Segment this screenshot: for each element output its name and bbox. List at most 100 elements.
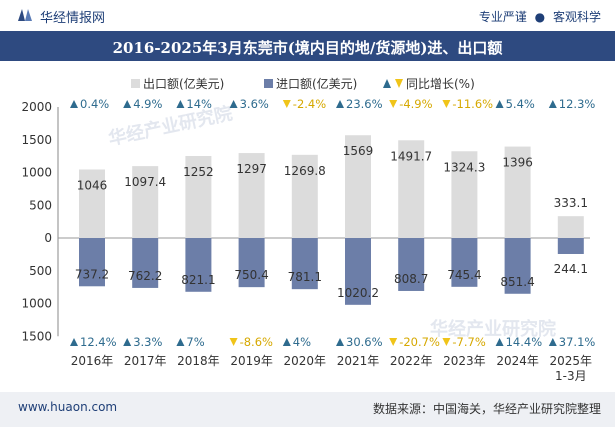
legend-import-swatch bbox=[264, 79, 273, 88]
footer-source: 数据来源：中国海关，华经产业研究院整理 bbox=[372, 402, 601, 416]
import-value-label: 737.2 bbox=[75, 267, 109, 281]
x-tick-label: 2023年 bbox=[443, 354, 486, 368]
export-bar bbox=[132, 166, 159, 238]
export-growth-down-triangle bbox=[442, 100, 451, 108]
export-value-label: 1046 bbox=[77, 178, 108, 192]
export-growth-up-triangle bbox=[548, 100, 557, 108]
tagline-2: 客观科学 bbox=[552, 10, 601, 24]
footer-bar bbox=[0, 392, 615, 427]
export-growth-label: 23.6% bbox=[346, 97, 383, 111]
export-growth-label: -11.6% bbox=[452, 97, 493, 111]
export-growth-up-triangle bbox=[176, 100, 185, 108]
import-growth-up-triangle bbox=[176, 338, 185, 346]
import-bar bbox=[451, 238, 478, 287]
export-growth-label: 0.4% bbox=[80, 97, 109, 111]
import-growth-up-triangle bbox=[70, 338, 78, 346]
export-growth-up-triangle bbox=[229, 100, 238, 108]
x-tick-label: 2024年 bbox=[496, 354, 539, 368]
export-growth-up-triangle bbox=[123, 100, 132, 108]
export-growth-label: 14% bbox=[186, 97, 212, 111]
import-bar bbox=[132, 238, 159, 288]
legend-export-label: 出口额(亿美元) bbox=[143, 76, 224, 91]
export-bar bbox=[345, 135, 371, 238]
x-tick-label: 2022年 bbox=[390, 354, 433, 368]
chart-title: 2016-2025年3月东莞市(境内目的地/货源地)进、出口额 bbox=[112, 39, 503, 57]
import-growth-down-triangle bbox=[229, 338, 238, 346]
title-bar bbox=[0, 31, 615, 61]
import-value-label: 244.1 bbox=[554, 262, 588, 276]
export-bar bbox=[291, 154, 318, 238]
export-value-label: 1269.8 bbox=[284, 164, 326, 178]
x-tick-label: 2016年 bbox=[71, 354, 114, 368]
y-tick-label: 1000 bbox=[21, 166, 52, 180]
export-growth-down-triangle bbox=[282, 100, 291, 108]
export-bar bbox=[504, 146, 531, 238]
import-growth-down-triangle bbox=[442, 338, 451, 346]
legend-growth-label: 同比增长(%) bbox=[406, 77, 475, 91]
export-value-label: 333.1 bbox=[554, 196, 588, 210]
tagline-separator: ● bbox=[534, 10, 546, 24]
x-tick-label: 2018年 bbox=[177, 354, 220, 368]
export-bar bbox=[557, 216, 584, 238]
export-value-label: 1491.7 bbox=[390, 149, 432, 163]
export-growth-label: 5.4% bbox=[506, 97, 535, 111]
import-growth-up-triangle bbox=[282, 338, 291, 346]
export-bar bbox=[185, 155, 212, 238]
x-tick-label: 2017年 bbox=[124, 354, 167, 368]
export-growth-label: -2.4% bbox=[293, 97, 326, 111]
export-growth-down-triangle bbox=[389, 100, 398, 108]
import-growth-label: 14.4% bbox=[506, 335, 543, 349]
legend-import-label: 进口额(亿美元) bbox=[276, 76, 357, 91]
import-value-label: 745.4 bbox=[447, 268, 481, 282]
legend-export-swatch bbox=[131, 79, 140, 88]
import-bar bbox=[185, 238, 212, 292]
import-value-label: 762.2 bbox=[128, 269, 162, 283]
export-growth-up-triangle bbox=[495, 100, 504, 108]
export-growth-label: 4.9% bbox=[133, 97, 162, 111]
y-tick-label: 1500 bbox=[21, 133, 52, 147]
import-bar bbox=[79, 238, 105, 287]
top-bar: 华经情报网 专业严谨 ● 客观科学 bbox=[0, 0, 615, 30]
import-growth-label: 37.1% bbox=[559, 335, 596, 349]
x-tick-label: 2020年 bbox=[284, 354, 327, 368]
export-value-label: 1324.3 bbox=[443, 160, 485, 174]
export-value-label: 1396 bbox=[502, 156, 533, 170]
y-tick-label: 500 bbox=[29, 264, 52, 278]
export-bar bbox=[398, 140, 425, 238]
import-growth-label: 4% bbox=[293, 335, 311, 349]
import-growth-up-triangle bbox=[336, 338, 344, 346]
import-bar bbox=[504, 238, 531, 294]
y-tick-label: 1000 bbox=[21, 297, 52, 311]
watermark-2: 华经产业研究院 bbox=[430, 318, 556, 340]
import-growth-label: 12.4% bbox=[80, 335, 117, 349]
x-tick-label: 2021年 bbox=[337, 354, 380, 368]
tagline-1: 专业严谨 bbox=[478, 10, 527, 24]
export-value-label: 1252 bbox=[183, 165, 214, 179]
legend-down-triangle bbox=[395, 79, 403, 88]
export-growth-up-triangle bbox=[336, 100, 344, 108]
import-growth-label: 30.6% bbox=[346, 335, 383, 349]
import-value-label: 781.1 bbox=[288, 270, 322, 284]
export-value-label: 1097.4 bbox=[124, 175, 166, 189]
export-value-label: 1297 bbox=[236, 162, 267, 176]
import-growth-label: 3.3% bbox=[133, 335, 162, 349]
import-bar bbox=[398, 238, 425, 291]
x-tick-label: 1-3月 bbox=[555, 369, 587, 383]
footer-site: www.huaon.com bbox=[18, 400, 118, 414]
import-bar bbox=[238, 238, 265, 288]
import-growth-up-triangle bbox=[548, 338, 557, 346]
export-bar bbox=[238, 153, 265, 238]
import-growth-label: 7% bbox=[186, 335, 204, 349]
import-growth-down-triangle bbox=[389, 338, 398, 346]
brand-name: 华经情报网 bbox=[40, 11, 106, 26]
export-bar bbox=[451, 151, 478, 238]
import-growth-label: -8.6% bbox=[240, 335, 273, 349]
tagline: 专业严谨 ● 客观科学 bbox=[479, 8, 601, 25]
export-growth-up-triangle bbox=[70, 100, 78, 108]
logo-icon bbox=[18, 9, 32, 21]
import-growth-label: -20.7% bbox=[399, 335, 440, 349]
watermark-1: 华经产业研究院 bbox=[106, 102, 234, 150]
import-value-label: 750.4 bbox=[234, 268, 268, 282]
import-value-label: 851.4 bbox=[500, 275, 534, 289]
